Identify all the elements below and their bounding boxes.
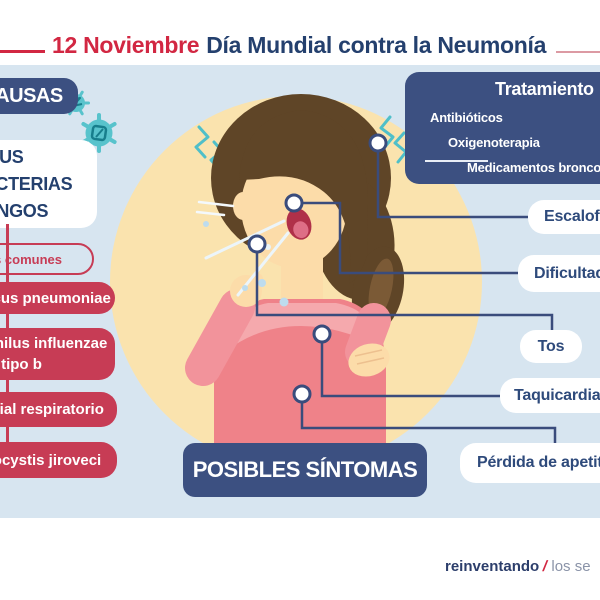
cause-label: Virus sincitial respiratorio (0, 401, 104, 418)
treatment-title: Tratamiento (495, 79, 594, 99)
symptom-connectors (255, 151, 557, 443)
pathogen-virus: VIRUS (0, 146, 24, 167)
title-text: Día Mundial contra la Neumonía (206, 32, 547, 58)
cause-pill-jiroveci: Pneumocystis jiroveci (0, 442, 117, 478)
most-common-pill: Más comunes (0, 243, 94, 275)
most-common-label: Más comunes (0, 251, 62, 267)
symptom-label: Tos (537, 337, 565, 355)
cause-label: Pneumocystis jiroveci (0, 451, 102, 469)
symptoms-title-box: POSIBLES SÍNTOMAS (183, 443, 427, 497)
treatment-item-bronchodilators: Medicamentos broncodilatadores (467, 160, 600, 175)
causes-title: CAUSAS (0, 84, 63, 107)
cause-pill-pneumoniae: Streptococcus pneumoniae (0, 282, 115, 314)
symptom-pill-chills: Escalofríos (528, 200, 600, 234)
right-hand (348, 343, 390, 377)
cause-label-line2: tipo b (1, 356, 42, 373)
title-rule-right (556, 51, 600, 53)
brand-slash: / (541, 558, 550, 575)
symptom-pill-cough: Tos (520, 330, 582, 363)
symptoms-title: POSIBLES SÍNTOMAS (192, 457, 418, 482)
causes-title-box: CAUSAS (0, 78, 78, 114)
symptom-pill-tachycardia: Taquicardia (500, 378, 600, 413)
brand-name: reinventando (445, 558, 540, 575)
connector-dot-icon (247, 133, 388, 404)
symptom-pill-appetite: Pérdida de apetito (460, 443, 600, 483)
cause-pill-sincitial: Virus sincitial respiratorio (0, 392, 117, 427)
symptom-pill-breathing: Dificultad para respirar (518, 255, 600, 292)
symptom-label: Escalofríos (544, 208, 600, 225)
treatment-item-antibiotics: Antibióticos (430, 110, 503, 125)
pathogen-fungi: HONGOS (0, 200, 49, 221)
treatment-box: Tratamiento Antibióticos Oxigenoterapia … (405, 72, 600, 184)
finger-lines (354, 349, 385, 365)
mouth (286, 208, 312, 240)
pathogen-types-box: VIRUS BACTERIAS HONGOS (0, 140, 97, 228)
virus-icon (81, 113, 117, 153)
title-rule-left (0, 50, 45, 53)
brand-suffix: los se (551, 558, 591, 575)
woman-illustration (110, 94, 482, 470)
brand-logo: reinventando / los se (445, 558, 591, 575)
cause-label: Haemophilus influenzae (0, 335, 108, 352)
page-title: 12 Noviembre Día Mundial contra la Neumon… (52, 32, 546, 59)
left-arm (185, 289, 255, 386)
bangs (239, 110, 368, 284)
sneeze-spray (195, 200, 290, 307)
symptom-label: Dificultad para respirar (534, 264, 600, 282)
symptom-label: Taquicardia (514, 386, 600, 404)
treatment-divider (425, 160, 488, 162)
cause-pill-influenzae: Haemophilus influenzae tipo b (0, 328, 115, 380)
title-date: 12 Noviembre (52, 32, 200, 58)
pathogen-bacteria: BACTERIAS (0, 173, 73, 194)
header: 12 Noviembre Día Mundial contra la Neumon… (0, 18, 600, 58)
symptom-label: Pérdida de apetito (477, 454, 600, 471)
treatment-item-oxygen: Oxigenoterapia (448, 135, 540, 150)
cause-label: Streptococcus pneumoniae (0, 289, 111, 307)
